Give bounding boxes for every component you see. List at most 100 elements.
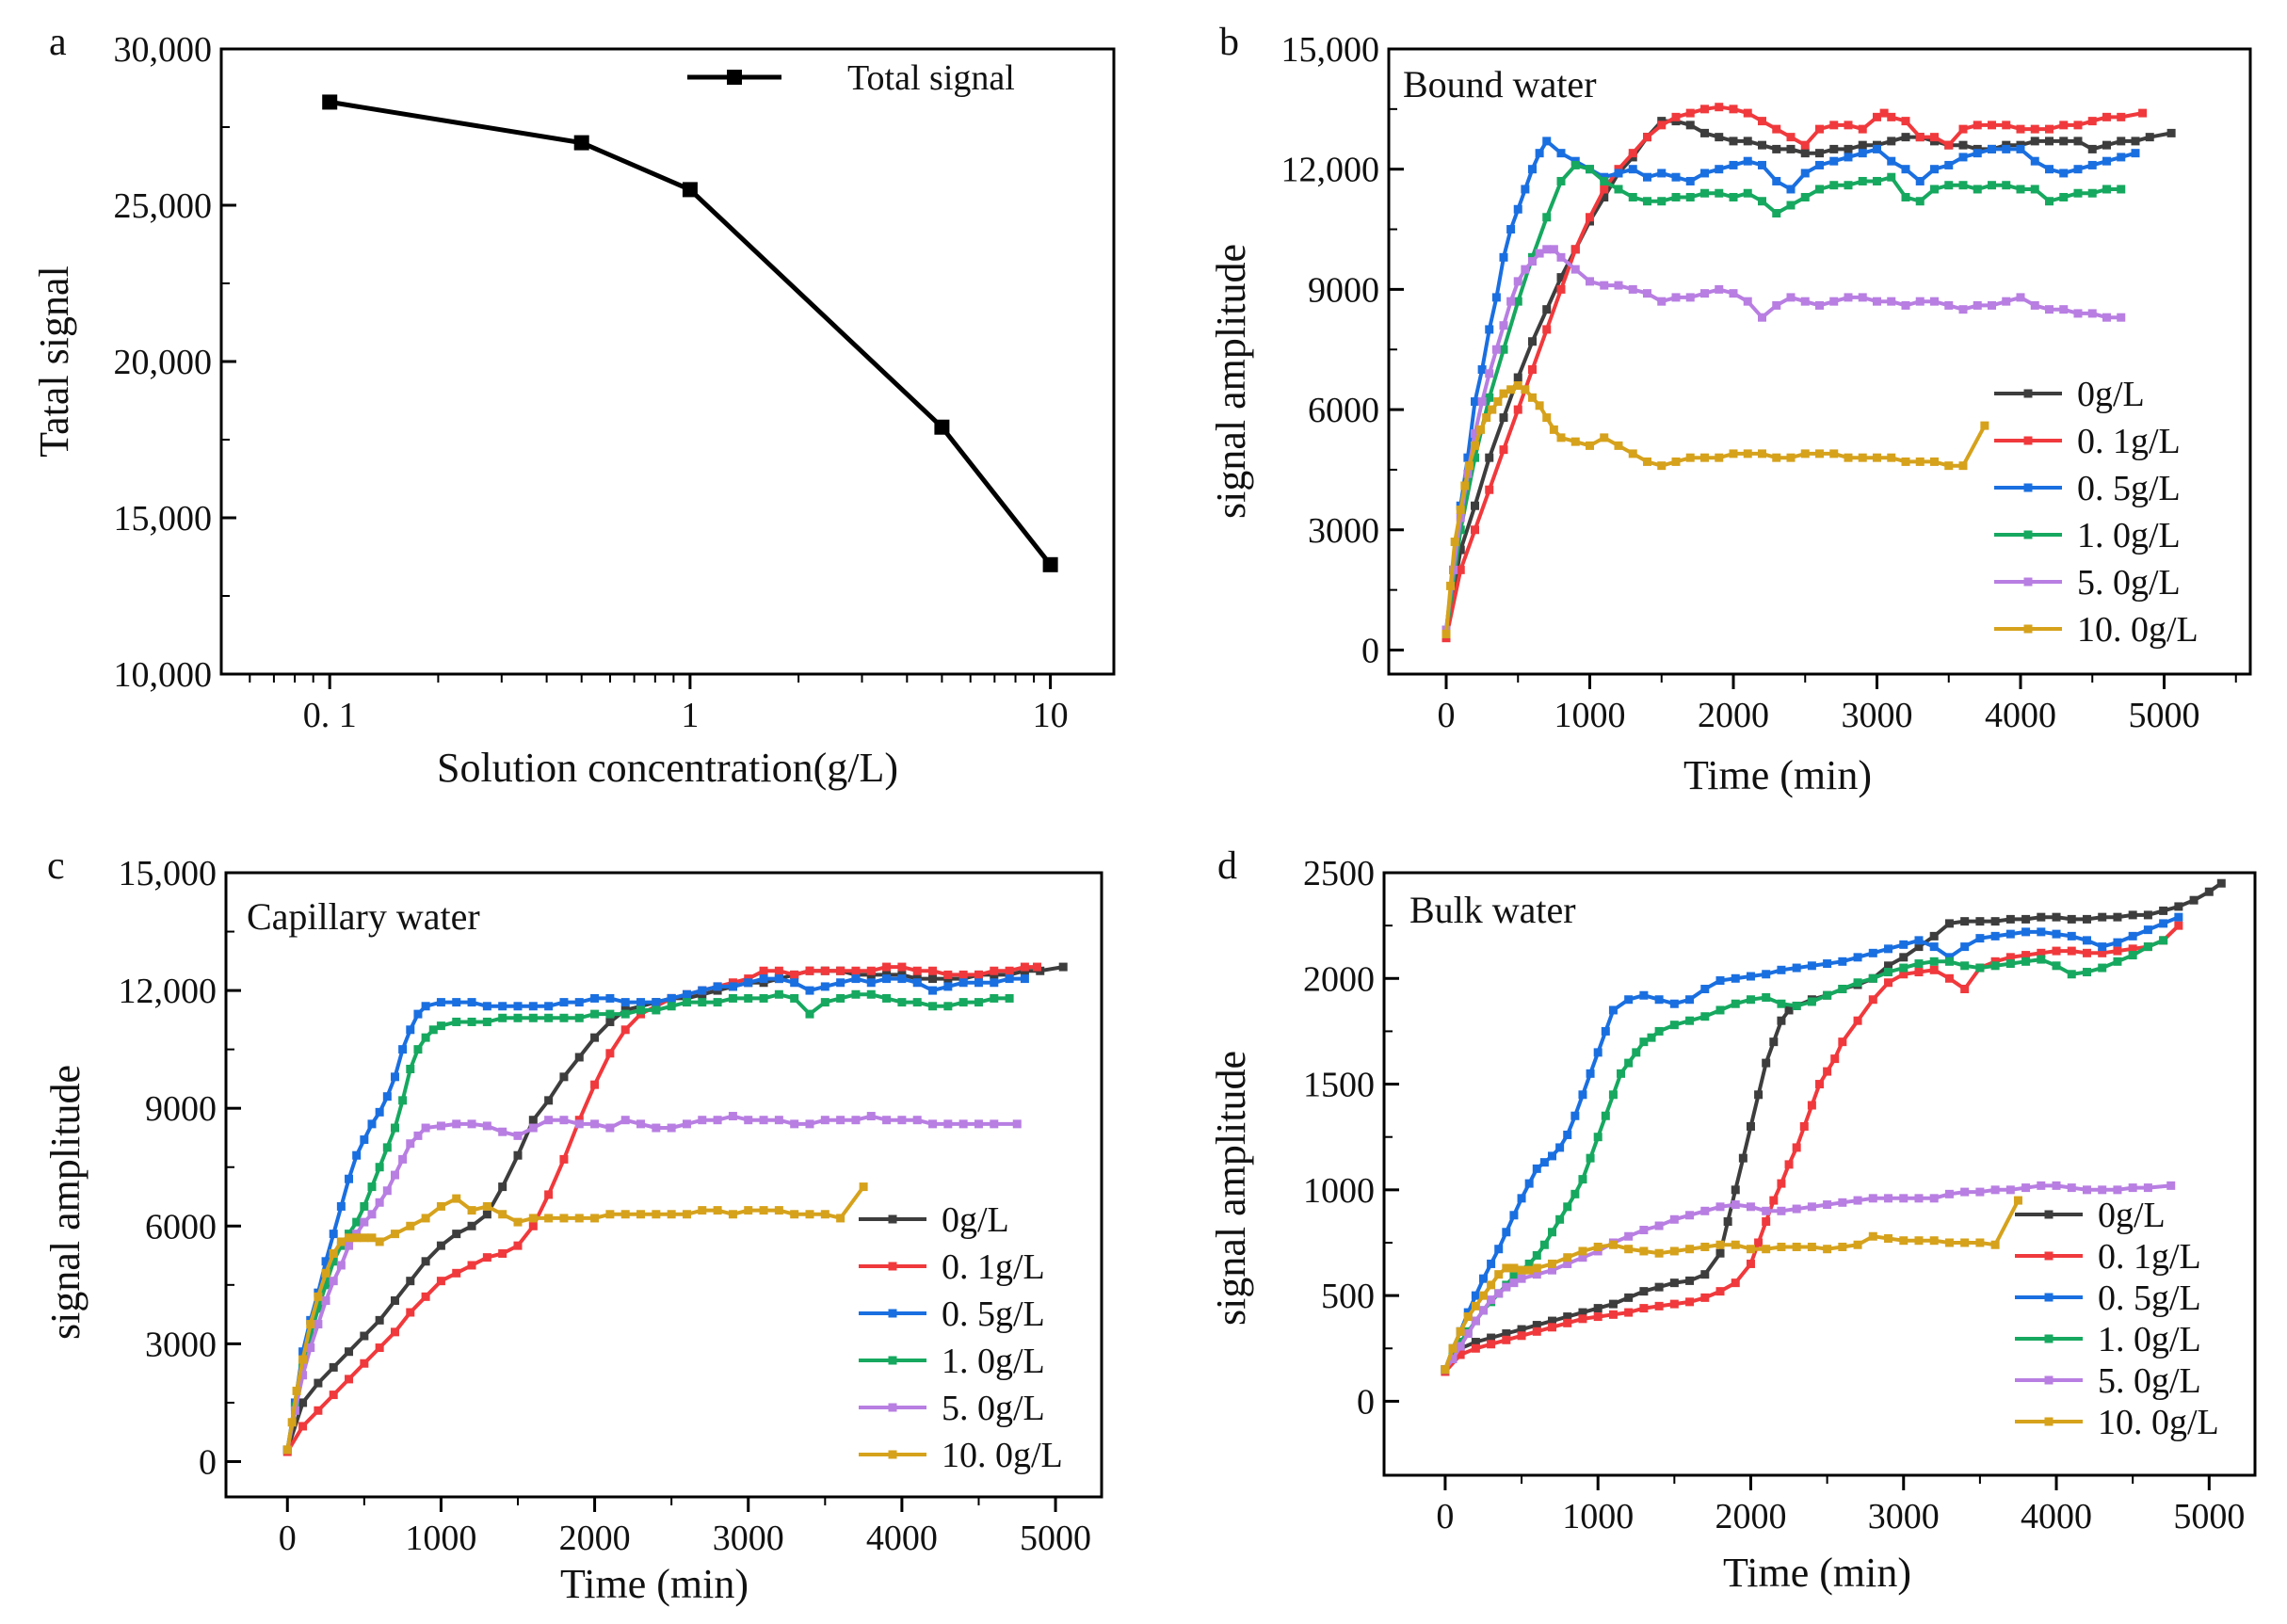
panel-d-series-0-point <box>1563 1312 1572 1322</box>
panel-d-series-0-point <box>1624 1293 1634 1302</box>
panel-c-series-3-point <box>759 993 768 1003</box>
panel-b-series-1-point <box>1772 124 1781 134</box>
panel-d-series-3-point <box>1868 973 1877 983</box>
panel-c-series-2-line <box>285 976 1025 1451</box>
panel-c-legend-marker-5 <box>888 1450 897 1459</box>
panel-d-series-4-point <box>1478 1306 1488 1315</box>
panel-d-series-1-point <box>1838 1037 1847 1047</box>
panel-b-series-4-point <box>1786 293 1796 302</box>
panel-b-series-1-point <box>2059 121 2069 130</box>
panel-d-series-1-point <box>2174 921 2183 930</box>
panel-b-series-3-point <box>1570 160 1580 169</box>
panel-b-series-0-point <box>2059 137 2069 146</box>
panel-c-series-1-point <box>1020 962 1029 972</box>
panel-b-series-1-point <box>1887 112 1896 121</box>
panel-b-series-1-point <box>1915 133 1925 142</box>
panel-d-series-4-point <box>1685 1211 1695 1220</box>
panel-b-series-4-point <box>1958 305 1968 314</box>
panel-d-series-1-point <box>1578 1314 1587 1324</box>
panel-c-series-2-point <box>398 1045 408 1054</box>
panel-c-legend-label-3: 1. 0g/L <box>942 1342 1045 1381</box>
panel-c-series-2-point <box>498 1002 507 1011</box>
panel-d-series-4-point <box>2052 1181 2061 1190</box>
panel-d-series-2-point <box>2005 929 2015 939</box>
panel-b-series-1-point <box>1743 108 1752 118</box>
panel-d-series-1-point <box>2005 953 2015 962</box>
panel-c-series-5-point <box>859 1182 868 1192</box>
panel-b-series-1-point <box>2002 121 2011 130</box>
panel-b-series-0-point <box>1844 144 1853 153</box>
panel-d-series-5-point <box>1502 1263 1511 1273</box>
panel-b-series-3-point <box>1930 185 1939 194</box>
panel-d-series-2-point <box>1654 995 1664 1005</box>
panel-d-series-4-point <box>1700 1206 1710 1215</box>
panel-d-series-1-point <box>1608 1310 1618 1319</box>
panel-b-series-4-point <box>1614 281 1623 290</box>
panel-c-series-1-point <box>620 1025 630 1035</box>
panel-d-series-2-point <box>1685 995 1695 1005</box>
panel-d-series-4-point <box>2082 1185 2091 1195</box>
panel-c-series-3-point <box>482 1017 491 1026</box>
panel-b-series-0-point <box>1786 144 1796 153</box>
panel-b-series-1-point <box>1485 485 1494 494</box>
panel-a-xtick-label: 0. 1 <box>303 696 357 735</box>
panel-d-frame <box>1382 871 2257 1477</box>
panel-d-series-1-point <box>1784 1160 1794 1169</box>
panel-c-xtick-label: 4000 <box>866 1519 938 1558</box>
panel-c-series-3-point <box>321 1280 330 1290</box>
panel-c-series-1-point <box>498 1248 507 1258</box>
panel-b-ytick-label: 6000 <box>1308 391 1379 430</box>
panel-d-series-5-point <box>1762 1245 1771 1254</box>
panel-d-series-1-point <box>1929 965 1939 974</box>
panel-c-series-2-point <box>652 998 661 1007</box>
panel-a-ytick-label: 20,000 <box>114 343 213 382</box>
panel-c-series-4-point <box>482 1121 491 1131</box>
panel-d-series-1-point <box>1868 995 1877 1005</box>
panel-b-series-2-point <box>1643 172 1651 182</box>
panel-c-series-1-point <box>421 1292 430 1301</box>
panel-d-series-3-point <box>2082 968 2091 977</box>
panel-d-series-3-point <box>1944 957 1954 966</box>
panel-d-series-5 <box>1441 1196 2022 1375</box>
panel-c-series-3-point <box>528 1013 538 1022</box>
panel-d-series-5-point <box>1494 1270 1504 1279</box>
panel-b-series-2-point <box>1485 325 1494 334</box>
panel-b-series-4-point <box>1477 397 1487 407</box>
panel-d-series-2-point <box>1899 940 1909 949</box>
panel-d-series-3-point <box>1593 1133 1603 1142</box>
panel-c-series-5-point <box>544 1214 554 1223</box>
panel-c-series-5-point <box>836 1214 846 1223</box>
panel-b-series-1-point <box>1930 133 1939 142</box>
panel-c-series-4-point <box>336 1261 346 1270</box>
panel-c-series-4-point <box>314 1320 323 1329</box>
panel-c-letter: c <box>47 844 65 888</box>
panel-d-series-2-line <box>1443 915 2180 1371</box>
panel-c-series-3-point <box>728 993 737 1003</box>
panel-c-series-4-point <box>805 1119 814 1129</box>
panel-b-series-5-point <box>1671 457 1681 466</box>
panel-c-series-3-point <box>513 1013 523 1022</box>
panel-b-series-0-point <box>1829 144 1839 153</box>
panel-b-series-3-point <box>1815 185 1824 194</box>
panel-d-series-5-point <box>1884 1233 1893 1243</box>
panel-d-series-1-point <box>1914 968 1924 977</box>
panel-b-series-2-point <box>1499 252 1508 262</box>
panel-d-series-1-point <box>2067 946 2076 956</box>
panel-b-axes: 0 3000 6000 9000 12,000 15,000 0 1000 2000 3000 40… <box>1281 30 2237 735</box>
panel-b-series-3-point <box>1729 192 1738 201</box>
panel-c-series-1-point <box>912 966 922 975</box>
panel-a-xlabel: Solution concentration(g/L) <box>437 745 898 791</box>
panel-b-series-5-point <box>1556 433 1566 442</box>
panel-b-series-2-point <box>1715 165 1724 174</box>
panel-b-series-4-point <box>1549 245 1558 254</box>
panel-c-series-3-point <box>713 998 722 1007</box>
panel-c-series-4-point <box>605 1123 615 1133</box>
panel-d-series-4-point <box>1838 1198 1847 1207</box>
panel-a-legend-marker-0 <box>727 70 742 85</box>
panel-d-series-3-point <box>1777 999 1786 1008</box>
panel-b-legend-marker-1 <box>2023 436 2033 445</box>
panel-b-series-4-point <box>1556 252 1566 262</box>
panel-c-series-5-point <box>360 1233 369 1243</box>
panel-d-series-4-point <box>1578 1253 1587 1262</box>
panel-a-series <box>322 94 1058 572</box>
